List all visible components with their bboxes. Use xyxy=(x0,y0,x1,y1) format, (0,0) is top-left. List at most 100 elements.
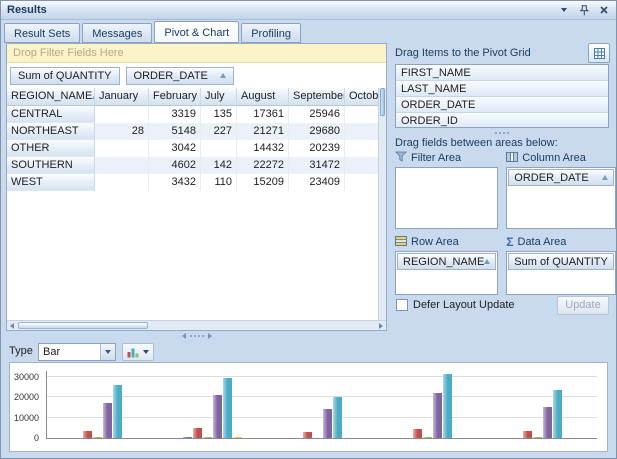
vertical-scrollbar-thumb[interactable] xyxy=(380,88,385,116)
pivot-value-cell xyxy=(345,123,378,140)
vertical-scrollbar[interactable] xyxy=(378,88,386,320)
sort-asc-icon xyxy=(601,175,608,180)
field-chip-region-name[interactable]: REGION_NAME xyxy=(397,253,497,270)
chart-options-icon xyxy=(127,348,139,357)
pivot-column-header[interactable]: October xyxy=(345,88,378,106)
pivot-value-cell: 20239 xyxy=(289,140,345,157)
gridline xyxy=(47,416,597,418)
chart-type-select[interactable]: Bar xyxy=(38,343,116,361)
close-icon[interactable] xyxy=(598,4,610,16)
column-field-button[interactable]: ORDER_DATE xyxy=(125,66,234,85)
scroll-right-icon[interactable] xyxy=(379,323,383,329)
bar-january-northeast xyxy=(182,437,192,438)
pivot-row-header[interactable]: WEST xyxy=(7,174,95,191)
row-area-label: Row Area xyxy=(411,236,459,248)
table-row: OTHER 3042 14432 20239 xyxy=(7,140,378,157)
data-area: Σ Data Area Sum of QUANTITY xyxy=(506,235,616,295)
chip-label: Sum of QUANTITY xyxy=(514,255,608,268)
y-axis-tick-label: 30000 xyxy=(13,372,39,383)
pivot-value-cell xyxy=(345,140,378,157)
pivot-value-cell: 17361 xyxy=(237,106,289,123)
list-resize-grip[interactable] xyxy=(393,130,611,136)
scroll-left-icon[interactable] xyxy=(10,323,14,329)
tab-messages[interactable]: Messages xyxy=(82,23,153,43)
bar-february-southern xyxy=(412,429,422,438)
plot-area xyxy=(46,371,597,439)
pivot-value-cell: 14432 xyxy=(237,140,289,157)
data-area-box[interactable]: Sum of QUANTITY xyxy=(506,251,616,295)
bar-october-northeast xyxy=(232,437,242,438)
pivot-row-header[interactable]: OTHER xyxy=(7,140,95,157)
tab-pivot-chart[interactable]: Pivot & Chart xyxy=(154,21,240,43)
bar-july-northeast xyxy=(202,437,212,438)
bar-group-other xyxy=(293,397,352,438)
table-row: SOUTHERN 4602 142 22272 31472 xyxy=(7,157,378,174)
bar-august-west xyxy=(542,407,552,438)
pivot-header-row: REGION_NAME January February July August Sep… xyxy=(7,88,378,106)
bar-september-southern xyxy=(442,374,452,438)
defer-layout-checkbox[interactable] xyxy=(396,299,408,311)
pivot-value-cell: 5148 xyxy=(149,123,201,140)
pivot-column-header[interactable]: January xyxy=(95,88,149,106)
row-area-icon xyxy=(395,235,407,250)
pivot-value-cell: 22272 xyxy=(237,157,289,174)
pivot-row-header[interactable]: NORTHEAST xyxy=(7,123,95,140)
pin-icon[interactable] xyxy=(578,4,590,16)
pivot-value-cell xyxy=(95,106,149,123)
field-list: FIRST_NAME LAST_NAME ORDER_DATE ORDER_ID xyxy=(395,64,609,128)
field-chooser-panel: Drag Items to the Pivot Grid FIRST_NAME L… xyxy=(393,43,616,331)
data-field-button[interactable]: Sum of QUANTITY xyxy=(10,66,120,85)
pivot-value-cell xyxy=(95,174,149,191)
pivot-row-header[interactable]: SOUTHERN xyxy=(7,157,95,174)
pivot-grid-button[interactable] xyxy=(588,43,610,63)
bar-july-west xyxy=(532,437,542,438)
field-list-item[interactable]: ORDER_ID xyxy=(396,113,608,127)
update-button[interactable]: Update xyxy=(557,295,609,315)
collapse-left-icon[interactable] xyxy=(181,333,186,339)
pivot-value-cell: 4602 xyxy=(149,157,201,174)
pivot-column-header[interactable]: July xyxy=(201,88,237,106)
pivot-value-cell xyxy=(345,174,378,191)
y-axis-tick-label: 0 xyxy=(33,433,39,443)
pivot-row-header[interactable]: CENTRAL xyxy=(7,106,95,123)
bar-september-northeast xyxy=(222,378,232,438)
field-chip-order-date[interactable]: ORDER_DATE xyxy=(508,169,614,186)
pivot-value-cell: 3432 xyxy=(149,174,201,191)
chart-options-button[interactable] xyxy=(122,343,154,361)
chevron-down-icon[interactable] xyxy=(558,4,570,16)
filter-area: Filter Area xyxy=(395,151,499,229)
filter-area-box[interactable] xyxy=(395,167,499,229)
pivot-value-cell: 29680 xyxy=(289,123,345,140)
drag-instruction: Drag fields between areas below: xyxy=(395,137,558,149)
horizontal-scrollbar-thumb[interactable] xyxy=(18,322,148,329)
filter-drop-zone[interactable]: Drop Filter Fields Here xyxy=(7,44,386,63)
sort-asc-icon xyxy=(484,259,491,264)
horizontal-scrollbar[interactable] xyxy=(7,320,386,330)
pivot-value-cell xyxy=(345,106,378,123)
tab-result-sets[interactable]: Result Sets xyxy=(4,23,81,43)
pivot-column-header[interactable]: August xyxy=(237,88,289,106)
collapse-right-icon[interactable] xyxy=(207,333,212,339)
horizontal-splitter[interactable] xyxy=(6,332,387,340)
tab-profiling[interactable]: Profiling xyxy=(241,23,301,43)
pivot-column-header[interactable]: February xyxy=(149,88,201,106)
field-chooser-title: Drag Items to the Pivot Grid xyxy=(395,47,531,59)
field-chip-sum-of-quantity[interactable]: Sum of QUANTITY xyxy=(508,253,614,270)
row-field-header[interactable]: REGION_NAME xyxy=(7,88,95,106)
field-list-item[interactable]: ORDER_DATE xyxy=(396,97,608,113)
field-list-item[interactable]: FIRST_NAME xyxy=(396,65,608,81)
titlebar-buttons xyxy=(558,4,610,16)
bar-september-west xyxy=(552,390,562,438)
table-row: NORTHEAST 28 5148 227 21271 29680 xyxy=(7,123,378,140)
field-list-item[interactable]: LAST_NAME xyxy=(396,81,608,97)
bar-august-central xyxy=(102,403,112,438)
row-area-box[interactable]: REGION_NAME xyxy=(395,251,499,295)
gridline xyxy=(47,396,597,398)
column-area-box[interactable]: ORDER_DATE xyxy=(506,167,616,229)
combo-dropdown-button[interactable] xyxy=(100,344,115,360)
grid-icon xyxy=(593,47,605,59)
pivot-column-header[interactable]: September xyxy=(289,88,345,106)
chart-type-value: Bar xyxy=(43,346,61,358)
titlebar: Results xyxy=(1,1,616,20)
pivot-value-cell xyxy=(95,140,149,157)
